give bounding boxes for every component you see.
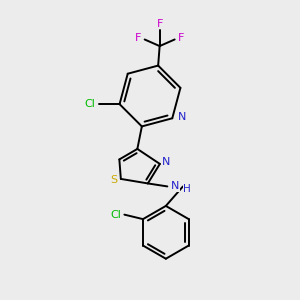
Text: S: S bbox=[111, 176, 118, 185]
Text: F: F bbox=[178, 33, 184, 43]
Text: N: N bbox=[178, 112, 186, 122]
Text: F: F bbox=[135, 33, 141, 43]
Text: N: N bbox=[171, 182, 179, 191]
Text: Cl: Cl bbox=[85, 99, 96, 109]
Text: N: N bbox=[162, 158, 171, 167]
Text: H: H bbox=[183, 184, 191, 194]
Text: Cl: Cl bbox=[110, 210, 122, 220]
Text: F: F bbox=[157, 19, 163, 29]
